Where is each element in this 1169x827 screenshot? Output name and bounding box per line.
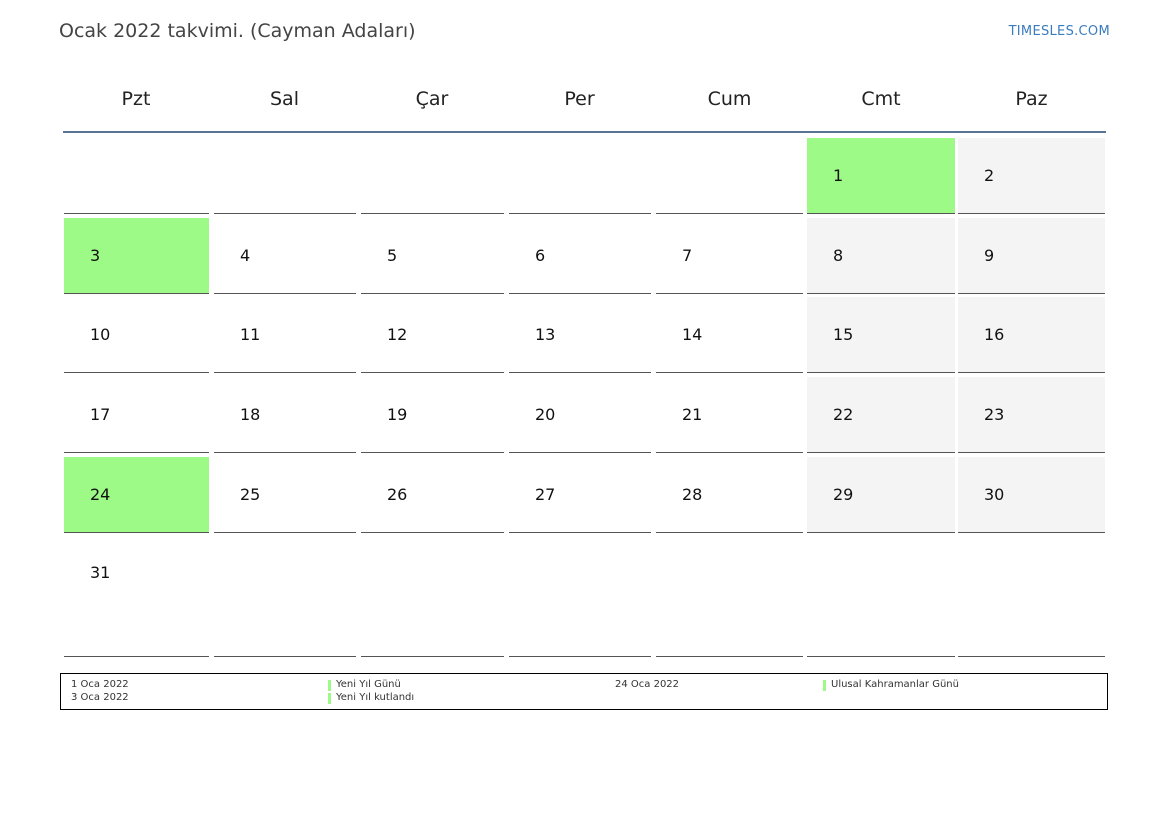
day-cell[interactable]: 24 xyxy=(64,457,209,533)
day-cell[interactable]: 12 xyxy=(361,297,504,373)
weekday-header: Pzt Sal Çar Per Cum Cmt Paz xyxy=(63,84,1106,114)
day-number: 15 xyxy=(833,325,854,344)
day-cell[interactable]: 2 xyxy=(958,138,1105,214)
holiday-color-marker xyxy=(823,680,826,691)
empty-day-cell xyxy=(361,138,504,214)
day-number: 8 xyxy=(833,246,844,265)
empty-day-cell xyxy=(64,138,209,214)
legend-holiday-name: Ulusal Kahramanlar Günü xyxy=(831,679,959,690)
day-cell[interactable]: 19 xyxy=(361,377,504,453)
day-cell[interactable]: 30 xyxy=(958,457,1105,533)
day-cell[interactable]: 23 xyxy=(958,377,1105,453)
day-number: 30 xyxy=(984,485,1005,504)
weekday-label: Çar xyxy=(415,88,449,110)
empty-day-cell xyxy=(807,536,955,657)
weekday-label: Sal xyxy=(270,88,299,110)
day-number: 2 xyxy=(984,166,995,185)
legend-holiday-name: Yeni Yıl kutlandı xyxy=(336,692,415,703)
brand-link[interactable]: TIMESLES.COM xyxy=(1008,24,1110,39)
day-number: 20 xyxy=(535,405,556,424)
day-cell[interactable]: 1 xyxy=(807,138,955,214)
day-cell[interactable]: 4 xyxy=(214,218,356,294)
day-cell[interactable]: 3 xyxy=(64,218,209,294)
empty-day-cell xyxy=(656,536,803,657)
day-cell[interactable]: 13 xyxy=(509,297,651,373)
day-number: 10 xyxy=(90,325,111,344)
day-number: 7 xyxy=(682,246,693,265)
weekday-label: Paz xyxy=(1015,88,1048,110)
day-cell[interactable]: 18 xyxy=(214,377,356,453)
day-cell[interactable]: 9 xyxy=(958,218,1105,294)
day-cell[interactable]: 6 xyxy=(509,218,651,294)
day-number: 14 xyxy=(682,325,703,344)
holiday-color-marker xyxy=(328,693,331,704)
day-cell[interactable]: 15 xyxy=(807,297,955,373)
header-divider xyxy=(63,131,1106,133)
day-number: 22 xyxy=(833,405,854,424)
day-number: 24 xyxy=(90,485,111,504)
day-number: 17 xyxy=(90,405,111,424)
day-number: 21 xyxy=(682,405,703,424)
day-number: 11 xyxy=(240,325,261,344)
day-number: 19 xyxy=(387,405,408,424)
day-cell[interactable]: 22 xyxy=(807,377,955,453)
day-cell[interactable]: 17 xyxy=(64,377,209,453)
day-number: 31 xyxy=(90,563,111,582)
legend-date: 24 Oca 2022 xyxy=(615,679,680,690)
day-number: 1 xyxy=(833,166,844,185)
day-number: 25 xyxy=(240,485,261,504)
legend-date: 1 Oca 2022 xyxy=(71,679,129,690)
holiday-color-marker xyxy=(328,680,331,691)
day-number: 13 xyxy=(535,325,556,344)
day-cell[interactable]: 31 xyxy=(64,536,209,657)
holiday-legend: 1 Oca 2022 3 Oca 2022 Yeni Yıl Günü Yeni… xyxy=(60,673,1108,710)
day-cell[interactable]: 29 xyxy=(807,457,955,533)
weekday-label: Per xyxy=(564,88,595,110)
day-number: 27 xyxy=(535,485,556,504)
day-cell[interactable]: 7 xyxy=(656,218,803,294)
empty-day-cell xyxy=(214,138,356,214)
empty-day-cell xyxy=(509,138,651,214)
day-cell[interactable]: 11 xyxy=(214,297,356,373)
day-cell[interactable]: 8 xyxy=(807,218,955,294)
day-cell[interactable]: 28 xyxy=(656,457,803,533)
day-cell[interactable]: 20 xyxy=(509,377,651,453)
day-cell[interactable]: 25 xyxy=(214,457,356,533)
legend-date: 3 Oca 2022 xyxy=(71,692,129,703)
page-title: Ocak 2022 takvimi. (Cayman Adaları) xyxy=(59,20,416,42)
day-cell[interactable]: 27 xyxy=(509,457,651,533)
empty-day-cell xyxy=(361,536,504,657)
day-number: 4 xyxy=(240,246,251,265)
day-cell[interactable]: 5 xyxy=(361,218,504,294)
empty-day-cell xyxy=(656,138,803,214)
day-cell[interactable]: 16 xyxy=(958,297,1105,373)
day-number: 28 xyxy=(682,485,703,504)
day-number: 23 xyxy=(984,405,1005,424)
legend-holiday-name: Yeni Yıl Günü xyxy=(336,679,401,690)
day-number: 9 xyxy=(984,246,995,265)
day-cell[interactable]: 14 xyxy=(656,297,803,373)
day-cell[interactable]: 26 xyxy=(361,457,504,533)
day-number: 12 xyxy=(387,325,408,344)
day-cell[interactable]: 10 xyxy=(64,297,209,373)
day-number: 29 xyxy=(833,485,854,504)
weekday-label: Cum xyxy=(707,88,752,110)
day-number: 18 xyxy=(240,405,261,424)
empty-day-cell xyxy=(509,536,651,657)
day-number: 26 xyxy=(387,485,408,504)
day-number: 6 xyxy=(535,246,546,265)
day-cell[interactable]: 21 xyxy=(656,377,803,453)
empty-day-cell xyxy=(214,536,356,657)
day-number: 16 xyxy=(984,325,1005,344)
day-number: 5 xyxy=(387,246,398,265)
day-number: 3 xyxy=(90,246,101,265)
empty-day-cell xyxy=(958,536,1105,657)
weekday-label: Cmt xyxy=(861,88,901,110)
weekday-label: Pzt xyxy=(121,88,151,110)
